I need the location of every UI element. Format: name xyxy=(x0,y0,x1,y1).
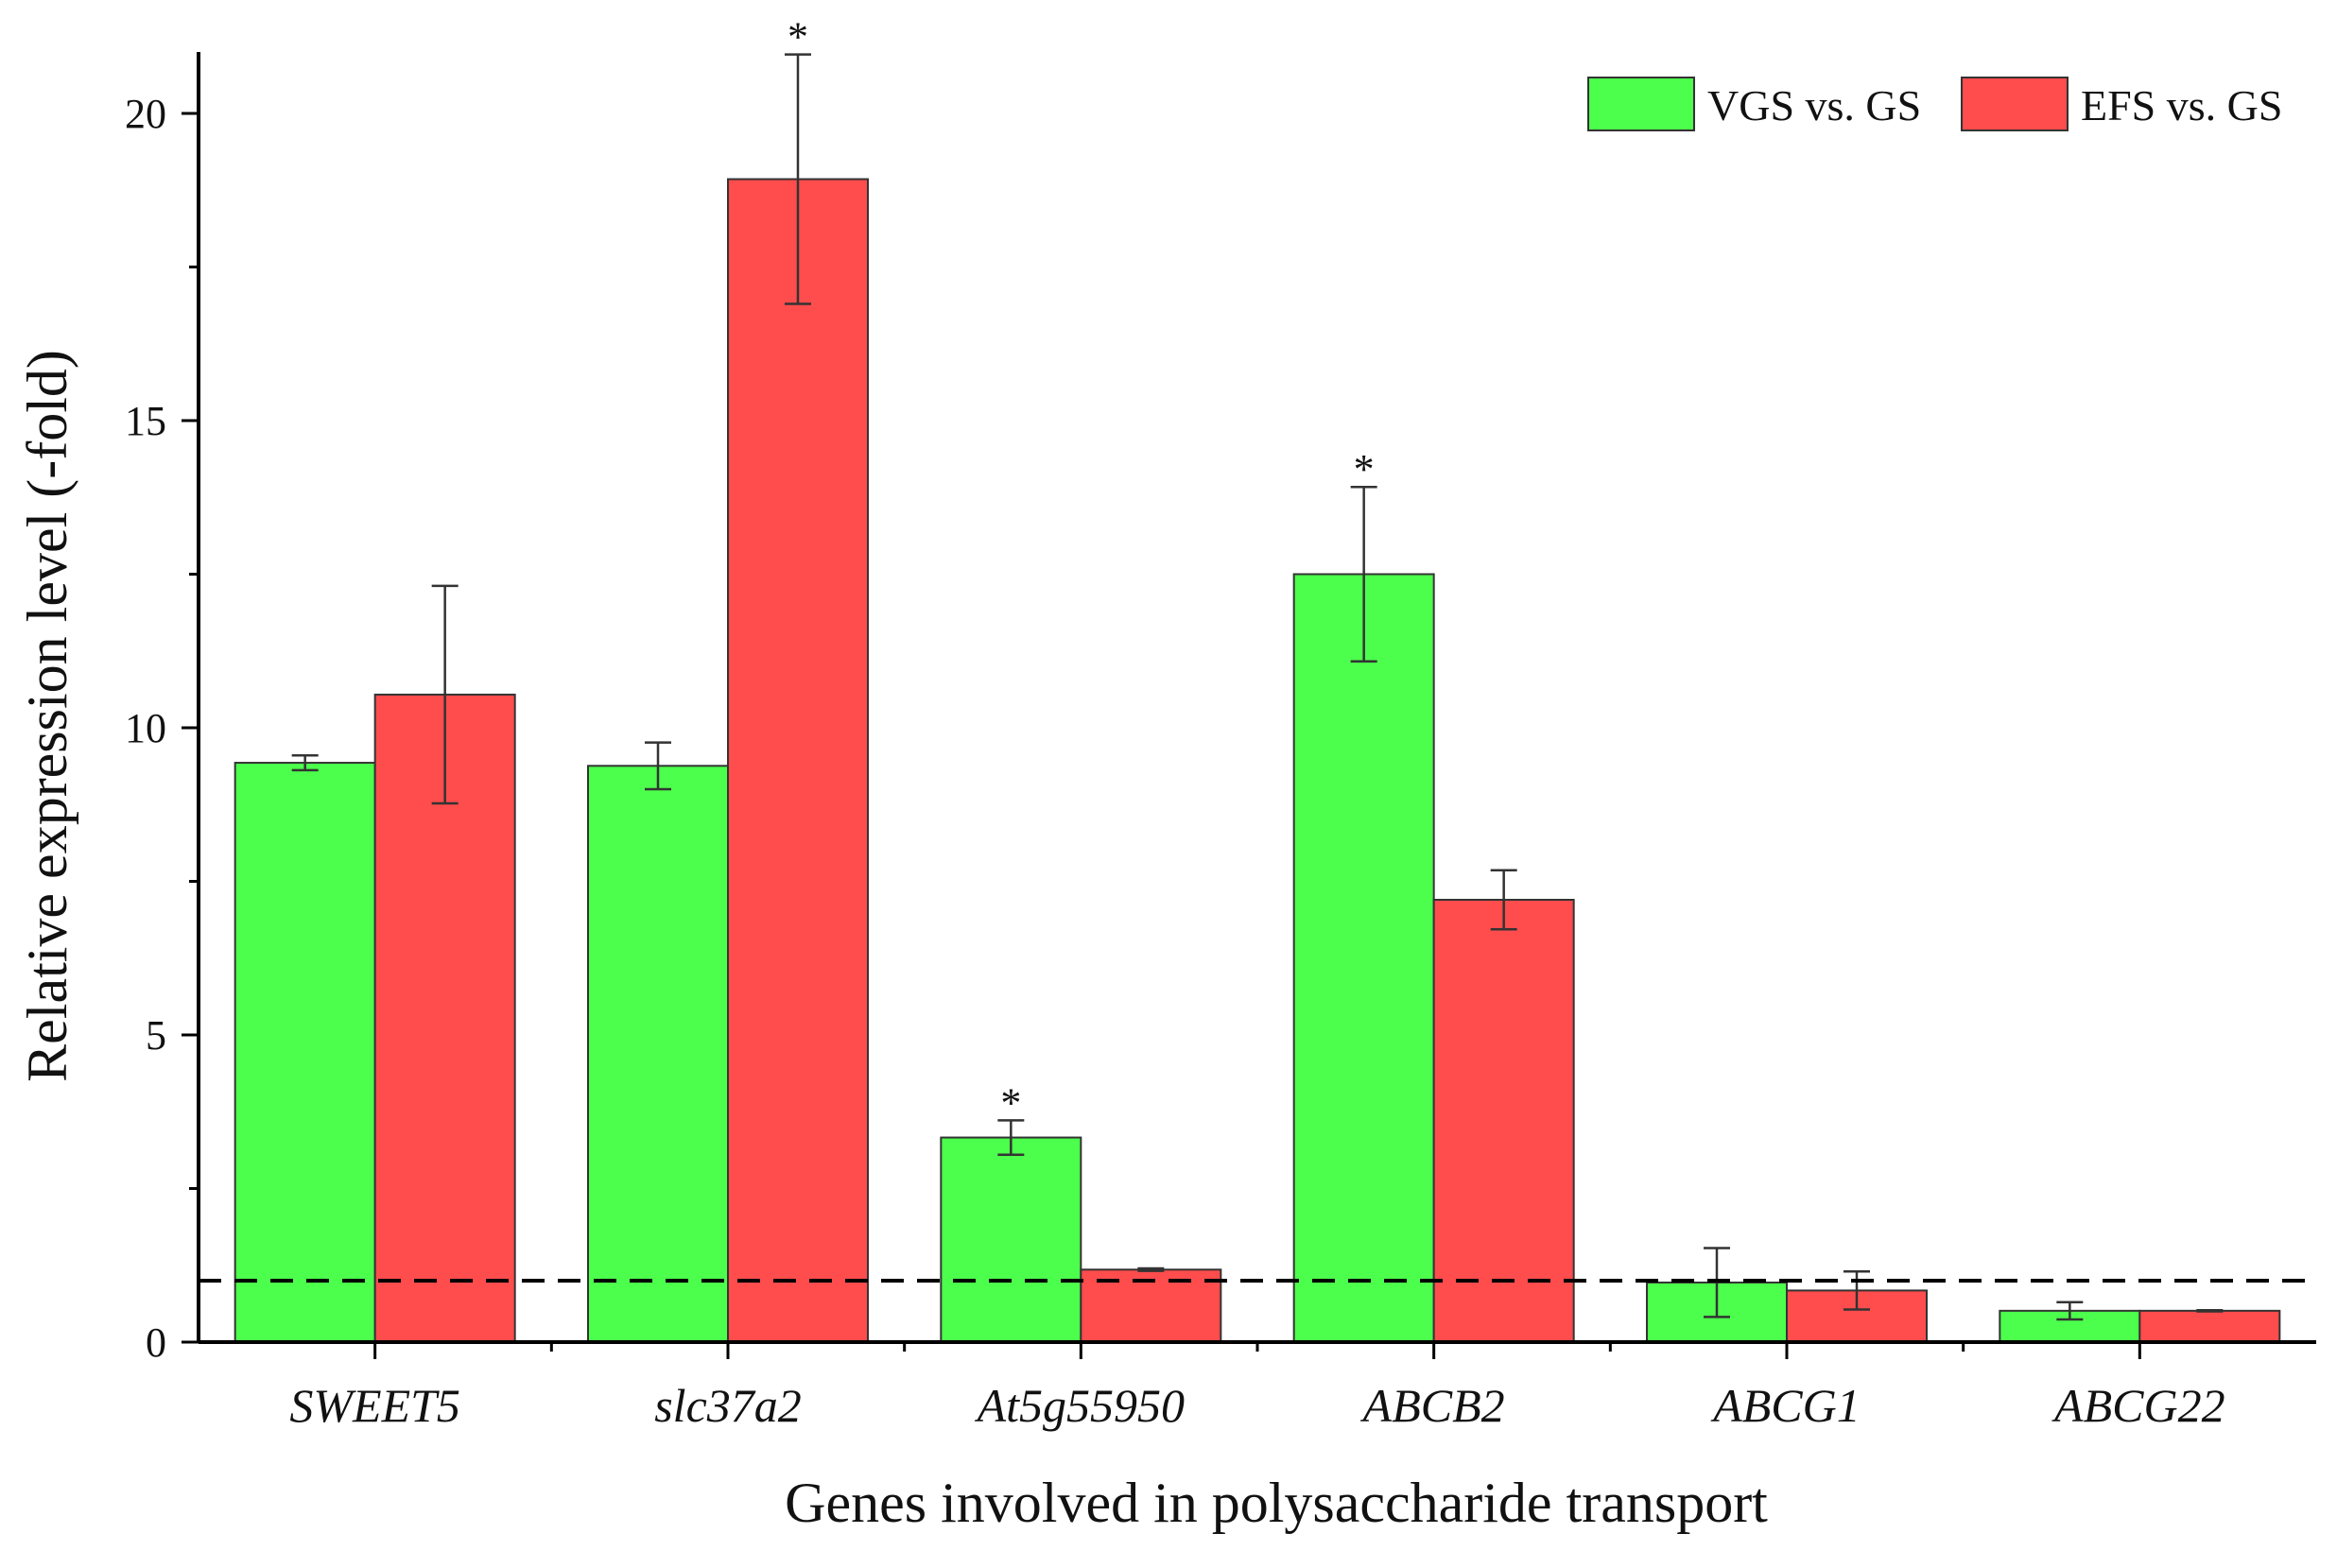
error-bar xyxy=(645,741,671,791)
legend: VGS vs. GS EFS vs. GS xyxy=(1587,77,2282,131)
bar-series2-slc37a2 xyxy=(727,178,869,1343)
error-bar xyxy=(785,53,811,305)
legend-item-2: EFS vs. GS xyxy=(1961,77,2282,131)
y-tick-label: 5 xyxy=(146,1012,166,1059)
y-tick-label: 10 xyxy=(125,705,166,751)
bar-series1-slc37a2 xyxy=(587,765,729,1343)
bar-series1-SWEET5 xyxy=(234,762,376,1343)
bars-layer xyxy=(234,178,2281,1344)
legend-item-1: VGS vs. GS xyxy=(1587,77,1921,131)
x-tick-label: ABCG22 xyxy=(2051,1379,2225,1432)
error-bar xyxy=(431,584,459,805)
error-bar xyxy=(1137,1266,1165,1272)
legend-swatch xyxy=(1961,77,2069,131)
axes-layer: 0 5 10 15 20 SWEET5 slc37a2 At5g55950 ABCB2 ABCG1… xyxy=(125,52,2316,1432)
y-tick-label: 0 xyxy=(146,1319,166,1366)
error-bar xyxy=(291,754,319,772)
x-tick-label: SWEET5 xyxy=(289,1379,460,1432)
y-axis-title: Relative expression level (-fold) xyxy=(16,350,78,1082)
x-tick-label: slc37a2 xyxy=(654,1379,802,1432)
significance-mark: * xyxy=(1354,446,1375,492)
significance-layer: * * * xyxy=(788,14,1375,1127)
bar-series1-At5g55950 xyxy=(940,1136,1082,1344)
y-tick-label: 20 xyxy=(125,91,166,137)
bar-series2-ABCB2 xyxy=(1432,899,1575,1343)
error-bar xyxy=(2196,1308,2224,1313)
error-bar xyxy=(2056,1301,2084,1321)
error-bar xyxy=(1350,485,1377,663)
error-bar xyxy=(1844,1270,1870,1311)
legend-swatch xyxy=(1587,77,1695,131)
error-bar xyxy=(1490,869,1517,931)
bar-series1-ABCB2 xyxy=(1292,573,1435,1343)
x-axis-title: Genes involved in polysaccharide transpo… xyxy=(785,1472,1768,1534)
x-tick-label: ABCG1 xyxy=(1710,1379,1861,1432)
bar-series2-ABCG22 xyxy=(2138,1309,2281,1343)
significance-mark: * xyxy=(788,14,808,60)
legend-label: VGS vs. GS xyxy=(1707,81,1921,129)
legend-label: EFS vs. GS xyxy=(2081,81,2282,129)
y-tick-label: 15 xyxy=(125,398,166,444)
error-bars-layer xyxy=(291,53,2224,1321)
x-tick-label: At5g55950 xyxy=(975,1379,1185,1432)
x-tick-label: ABCB2 xyxy=(1360,1379,1505,1432)
significance-mark: * xyxy=(1000,1079,1021,1126)
error-bar xyxy=(997,1119,1025,1156)
